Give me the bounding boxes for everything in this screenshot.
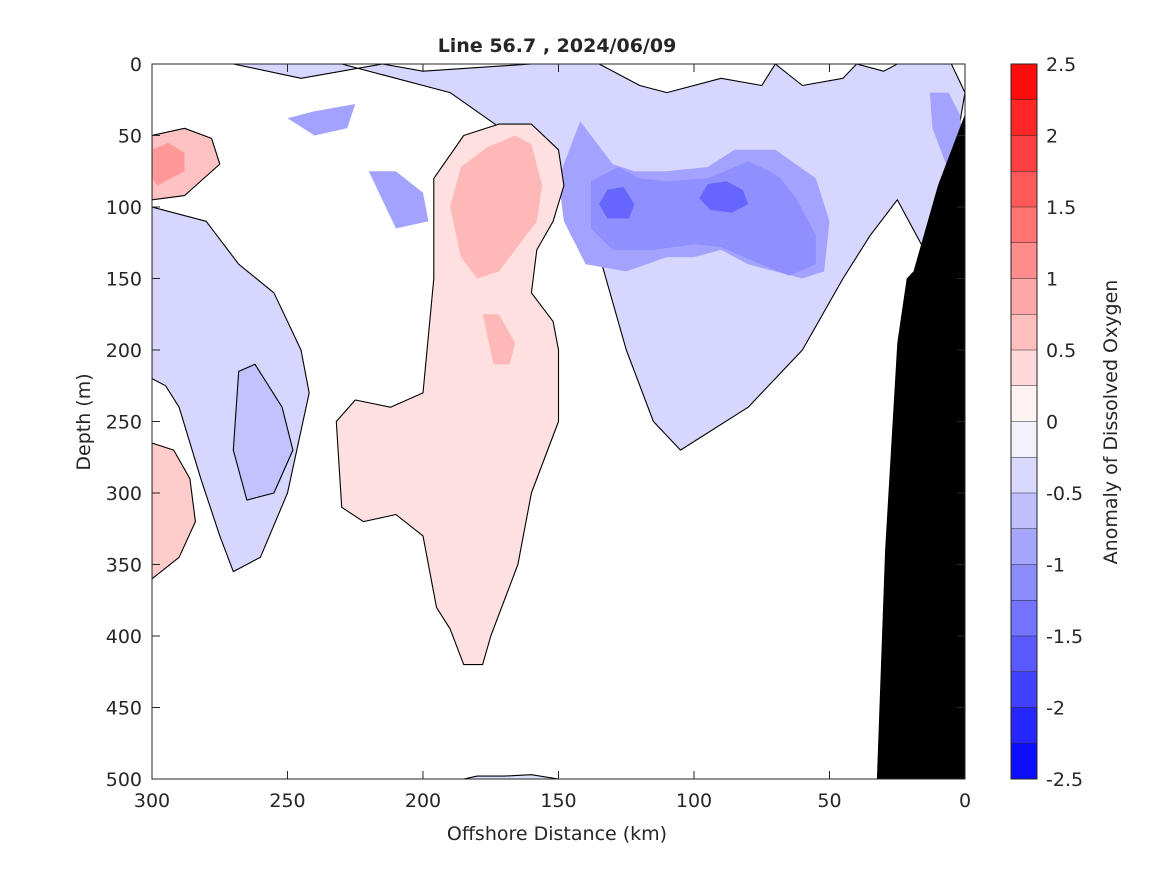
y-axis: 0 50 100 150 200 250 300 350 400 450 500	[106, 54, 965, 791]
x-tick-label: 0	[959, 790, 971, 812]
anomaly-region-7	[599, 187, 635, 219]
anomaly-region-4	[368, 171, 429, 229]
x-tick-label: 250	[269, 790, 305, 812]
y-tick-label: 300	[106, 483, 142, 505]
colorbar-bin	[1011, 457, 1037, 494]
colorbar-bin	[1011, 278, 1037, 315]
colorbar-tick-label: 1	[1046, 269, 1058, 291]
anomaly-region-3	[287, 104, 356, 136]
anomaly-region-15	[152, 142, 185, 186]
y-tick-label: 150	[106, 269, 142, 291]
anomaly-region-10	[233, 364, 293, 501]
anomaly-region-2	[450, 774, 749, 779]
y-tick-label: 250	[106, 412, 142, 434]
colorbar-bin	[1011, 314, 1037, 351]
chart-title: Line 56.7 , 2024/06/09	[438, 35, 677, 57]
y-tick-label: 450	[106, 698, 142, 720]
x-axis-label: Offshore Distance (km)	[447, 823, 667, 845]
anomaly-region-13	[482, 314, 516, 365]
x-tick-label: 50	[817, 790, 841, 812]
plot-area	[151, 63, 966, 780]
zero-contour-16	[152, 442, 196, 580]
colorbar-tick-label: -1.5	[1046, 626, 1083, 648]
colorbar: 2.5 2 1.5 1 0.5 0 -0.5 -1 -1.5 -2 -2.5	[1010, 54, 1083, 791]
colorbar-bin	[1011, 528, 1037, 565]
colorbar-tick-label: -2	[1046, 698, 1065, 720]
y-tick-label: 350	[106, 555, 142, 577]
zero-contour-14	[152, 127, 221, 201]
colorbar-bin	[1011, 207, 1037, 244]
colorbar-bin	[1011, 493, 1037, 530]
colorbar-tick-label: 2.5	[1046, 54, 1076, 76]
colorbar-bin	[1011, 743, 1037, 780]
colorbar-tick-label: 0	[1046, 412, 1058, 434]
colorbar-bin	[1011, 600, 1037, 637]
colorbar-tick-label: -1	[1046, 555, 1065, 577]
y-tick-label: 500	[106, 769, 142, 791]
y-tick-label: 400	[106, 626, 142, 648]
colorbar-bin	[1011, 242, 1037, 279]
anomaly-regions	[152, 64, 965, 779]
colorbar-bin	[1011, 135, 1037, 172]
y-tick-label: 100	[106, 197, 142, 219]
colorbar-tick-label: -2.5	[1046, 769, 1083, 791]
x-axis: 300 250 200 150 100 50 0	[134, 64, 971, 812]
colorbar-bin	[1011, 636, 1037, 673]
colorbar-bin	[1011, 707, 1037, 744]
colorbar-bin	[1011, 64, 1037, 101]
x-tick-label: 300	[134, 790, 170, 812]
anomaly-region-12	[450, 135, 543, 279]
zero-contour-10	[232, 363, 294, 501]
colorbar-frame	[1010, 63, 1038, 780]
y-axis-label: Depth (m)	[73, 373, 95, 470]
x-tick-label: 100	[676, 790, 712, 812]
colorbar-tick-label: 1.5	[1046, 197, 1076, 219]
bathymetry-mask	[876, 114, 965, 779]
colorbar-bin	[1011, 171, 1037, 208]
colorbar-bin	[1011, 671, 1037, 708]
zero-contour-2	[449, 774, 749, 779]
x-tick-label: 150	[540, 790, 576, 812]
colorbar-tick-label: 2	[1046, 126, 1058, 148]
colorbar-label: Anomaly of Dissolved Oxygen	[1100, 280, 1122, 565]
y-tick-label: 200	[106, 340, 142, 362]
y-tick-label: 0	[130, 54, 142, 76]
zero-contour-1	[152, 206, 310, 573]
anomaly-region-6	[591, 161, 816, 276]
colorbar-bin	[1011, 385, 1037, 422]
zero-contour-11	[335, 123, 565, 666]
colorbar-tick-label: -0.5	[1046, 483, 1083, 505]
colorbar-bin	[1011, 350, 1037, 387]
colorbar-tick-label: 0.5	[1046, 340, 1076, 362]
colorbar-bin	[1011, 421, 1037, 458]
x-tick-label: 200	[405, 790, 441, 812]
anomaly-region-8	[699, 181, 749, 213]
colorbar-bin	[1011, 564, 1037, 601]
colorbar-bin	[1011, 99, 1037, 136]
y-tick-label: 50	[118, 126, 142, 148]
